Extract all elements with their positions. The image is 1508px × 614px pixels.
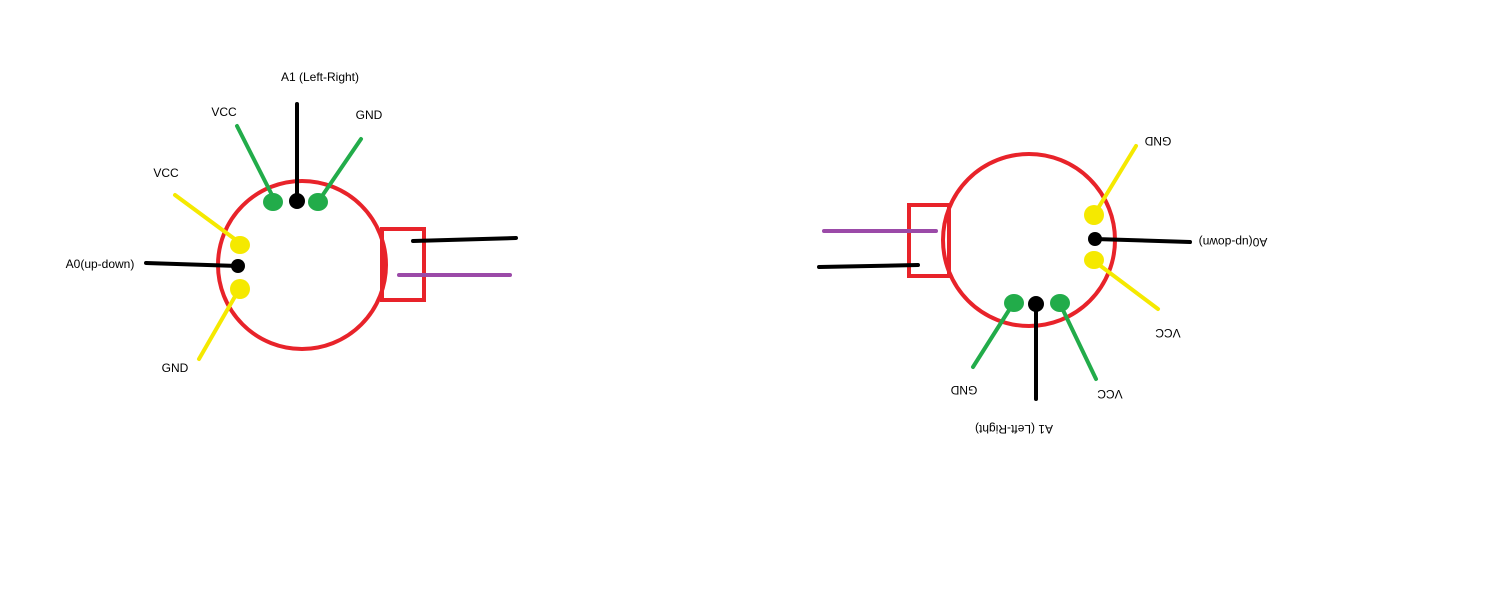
left-vcc-top-pin <box>263 193 283 211</box>
left-label-gnd-top: GND <box>356 108 383 122</box>
right-gnd-side-pin <box>1084 205 1104 225</box>
right-vcc-side-wire <box>1096 262 1160 311</box>
right-a0-pin <box>1088 232 1102 246</box>
left-gnd-side-wire <box>197 291 239 361</box>
left-gnd-side-pin <box>230 279 250 299</box>
left-gnd-top-wire <box>318 137 363 201</box>
right-gnd-side-wire <box>1095 144 1138 212</box>
left-label-a1: A1 (Left-Right) <box>281 70 359 84</box>
right-gnd-bottom-pin <box>1004 294 1024 312</box>
right-joystick: GND A0(up-down) VCC GND VCC A1 (Left-Rig… <box>817 134 1268 436</box>
left-joystick: A1 (Left-Right) VCC GND VCC A0(up-down) … <box>66 70 518 375</box>
left-connector-black-wire <box>411 236 518 243</box>
left-label-vcc-top: VCC <box>211 105 237 119</box>
right-label-gnd-bottom: GND <box>950 383 977 397</box>
right-a0-wire <box>1093 237 1192 244</box>
left-label-gnd-side: GND <box>162 361 189 375</box>
left-gnd-top-pin <box>308 193 328 211</box>
right-connector-box <box>907 203 951 278</box>
right-vcc-side-pin <box>1084 251 1104 269</box>
right-label-gnd-side: GND <box>1144 134 1171 148</box>
right-vcc-bottom-wire <box>1060 306 1098 381</box>
left-label-a0: A0(up-down) <box>66 257 135 271</box>
right-connector-black-wire <box>817 263 920 269</box>
right-label-a1: A1 (Left-Right) <box>975 422 1053 436</box>
right-label-a0: A0(up-down) <box>1199 235 1268 249</box>
left-a0-wire <box>144 261 240 268</box>
right-label-vcc-bottom: VCC <box>1097 387 1123 401</box>
left-vcc-side-pin <box>230 236 250 254</box>
right-vcc-bottom-pin <box>1050 294 1070 312</box>
left-connector-box <box>380 227 426 302</box>
right-label-vcc-side: VCC <box>1155 326 1181 340</box>
right-gnd-bottom-wire <box>971 305 1013 369</box>
left-a0-pin <box>231 259 245 273</box>
left-label-vcc-side: VCC <box>153 166 179 180</box>
left-vcc-top-wire <box>235 124 274 197</box>
right-a1-pin <box>1028 296 1044 312</box>
left-a1-pin <box>289 193 305 209</box>
left-vcc-side-wire <box>173 193 238 242</box>
